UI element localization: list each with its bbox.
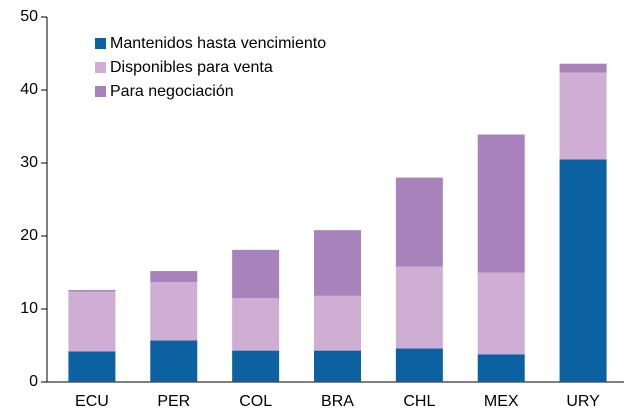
x-tick-label: URY: [566, 393, 600, 410]
y-tick-label: 50: [20, 8, 38, 25]
bar-segment: [477, 134, 525, 273]
x-tick-label: COL: [239, 393, 272, 410]
legend-label: Para negociación: [110, 83, 234, 100]
bar-segment: [232, 350, 280, 382]
bar-segment: [68, 351, 116, 382]
x-tick-label: PER: [157, 393, 190, 410]
bar-segment: [68, 290, 116, 292]
bar-segment: [314, 350, 361, 382]
bar-segment: [150, 271, 198, 282]
x-tick-label: ECU: [75, 393, 109, 410]
bar-segment: [395, 177, 443, 267]
bar-segment: [314, 230, 361, 296]
bar-segment: [559, 159, 607, 382]
bar-segment: [150, 340, 198, 382]
y-tick-label: 10: [20, 300, 38, 317]
bar-segment: [559, 72, 607, 160]
legend-swatch: [95, 62, 106, 73]
bar-segment: [314, 295, 361, 351]
x-tick-label: CHL: [403, 393, 435, 410]
legend-label: Mantenidos hasta vencimiento: [110, 35, 326, 52]
legend-swatch: [95, 86, 106, 97]
bar-segment: [232, 298, 280, 351]
bar-segment: [477, 354, 525, 382]
bar-segment: [150, 281, 198, 341]
bar-segment: [477, 272, 525, 355]
bar-segment: [395, 348, 443, 382]
legend-label: Disponibles para venta: [110, 59, 273, 76]
bar-segment: [232, 249, 280, 299]
y-tick-label: 20: [20, 227, 38, 244]
y-tick-label: 40: [20, 81, 38, 98]
bar-segment: [395, 266, 443, 349]
bar-segment: [559, 63, 607, 73]
y-tick-label: 30: [20, 154, 38, 171]
x-tick-label: BRA: [321, 393, 354, 410]
y-tick-label: 0: [29, 373, 38, 390]
x-tick-label: MEX: [484, 393, 519, 410]
bar-segment: [68, 291, 116, 352]
legend-swatch: [95, 38, 106, 49]
